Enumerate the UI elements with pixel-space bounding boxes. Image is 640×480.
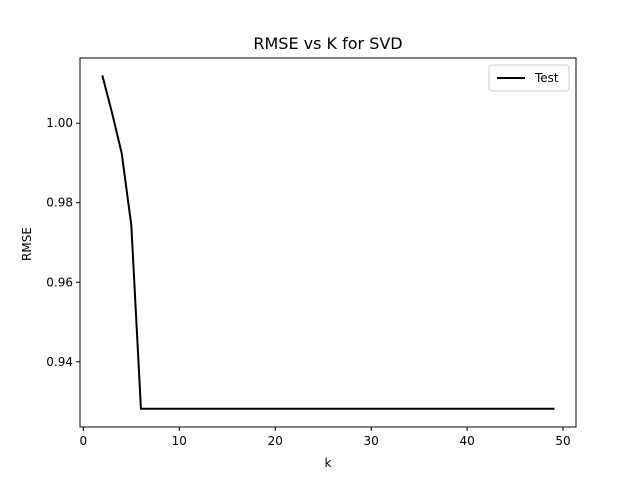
y-axis-label: RMSE bbox=[20, 227, 34, 261]
x-tick-label: 50 bbox=[555, 434, 570, 448]
legend-label: Test bbox=[534, 71, 559, 85]
series-line-0 bbox=[101, 75, 555, 410]
x-tick-label: 40 bbox=[459, 434, 474, 448]
legend-box bbox=[488, 64, 570, 92]
x-tick-label: 20 bbox=[268, 434, 283, 448]
x-tick-label: 30 bbox=[364, 434, 379, 448]
x-tick-label: 10 bbox=[172, 434, 187, 448]
y-tick-label: 0.94 bbox=[46, 355, 73, 369]
y-tick-label: 1.00 bbox=[46, 116, 73, 130]
chart-title: RMSE vs K for SVD bbox=[253, 34, 402, 53]
axes-frame bbox=[79, 57, 577, 428]
x-tick-label: 0 bbox=[80, 434, 88, 448]
x-axis-label: k bbox=[325, 456, 332, 470]
y-tick-label: 0.96 bbox=[46, 275, 73, 289]
plot-area: 0 10 20 30 40 50 0.94 0.96 0.98 1.00 Test bbox=[46, 57, 577, 448]
y-tick-label: 0.98 bbox=[46, 196, 73, 210]
